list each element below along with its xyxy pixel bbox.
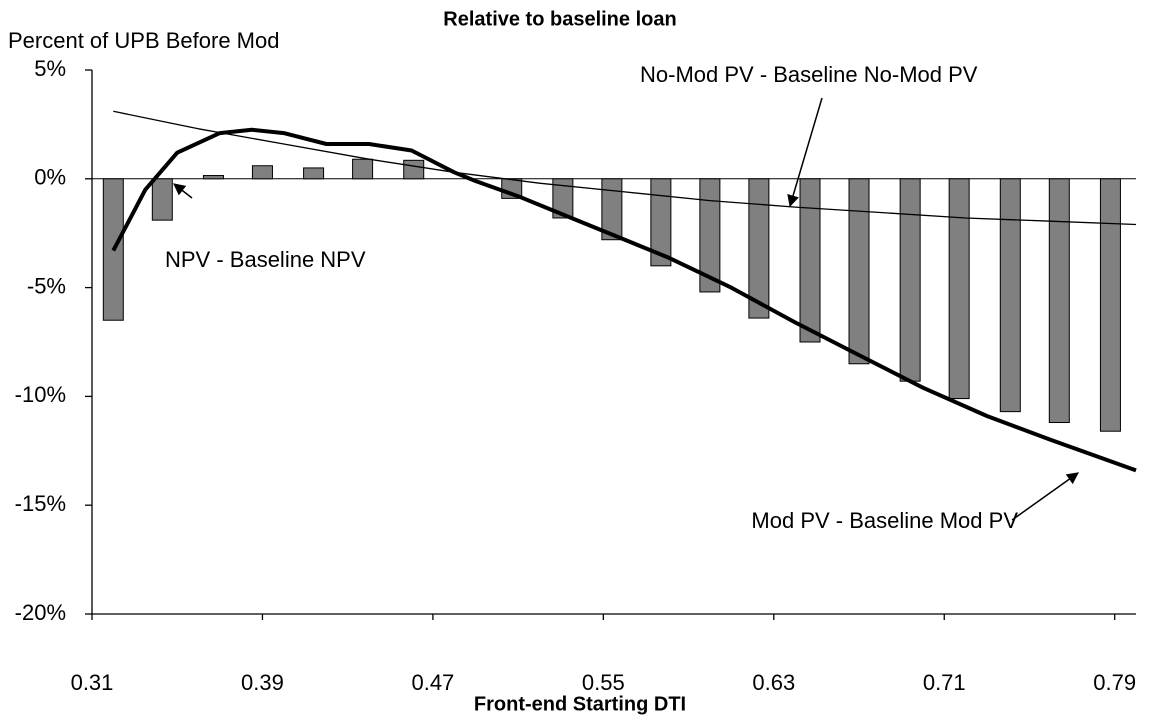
- x-tick-label: 0.55: [582, 670, 625, 695]
- x-tick-label: 0.79: [1093, 670, 1136, 695]
- y-tick-label: 0%: [34, 165, 66, 190]
- bar: [699, 178, 721, 293]
- y-tick-label: -15%: [15, 491, 66, 516]
- x-tick-label: 0.31: [71, 670, 114, 695]
- bar: [552, 178, 574, 219]
- bar: [948, 178, 970, 400]
- x-tick-label: 0.47: [411, 670, 454, 695]
- line: [113, 110, 1137, 226]
- bar: [650, 178, 672, 267]
- bar: [403, 159, 425, 180]
- annotation: Mod PV - Baseline Mod PV: [751, 508, 1018, 533]
- bar: [1099, 178, 1121, 432]
- bar: [748, 178, 770, 319]
- chart-title: Relative to baseline loan: [443, 8, 676, 30]
- bar: [303, 167, 325, 180]
- bar: [352, 158, 374, 180]
- bar: [899, 178, 921, 382]
- x-axis-label: Front-end Starting DTI: [474, 693, 686, 715]
- bar: [1048, 178, 1070, 424]
- y-tick-label: -5%: [27, 273, 66, 298]
- annotation-arrow: [787, 97, 823, 208]
- bar: [999, 178, 1021, 413]
- bar: [151, 178, 173, 221]
- bar: [251, 165, 273, 180]
- y-tick-label: 5%: [34, 56, 66, 81]
- y-tick-label: -10%: [15, 382, 66, 407]
- line: [111, 127, 1137, 473]
- x-tick-label: 0.63: [752, 670, 795, 695]
- bar: [799, 178, 821, 343]
- bar: [202, 175, 224, 180]
- y-axis-label: Percent of UPB Before Mod: [8, 28, 279, 53]
- annotation: No-Mod PV - Baseline No-Mod PV: [640, 62, 978, 87]
- annotation: NPV - Baseline NPV: [165, 247, 366, 272]
- x-tick-label: 0.71: [923, 670, 966, 695]
- y-tick-label: -20%: [15, 600, 66, 625]
- annotation-arrow: [173, 183, 193, 199]
- annotation-arrow: [1011, 472, 1079, 521]
- bar: [848, 178, 870, 365]
- x-tick-label: 0.39: [241, 670, 284, 695]
- bar: [601, 178, 623, 241]
